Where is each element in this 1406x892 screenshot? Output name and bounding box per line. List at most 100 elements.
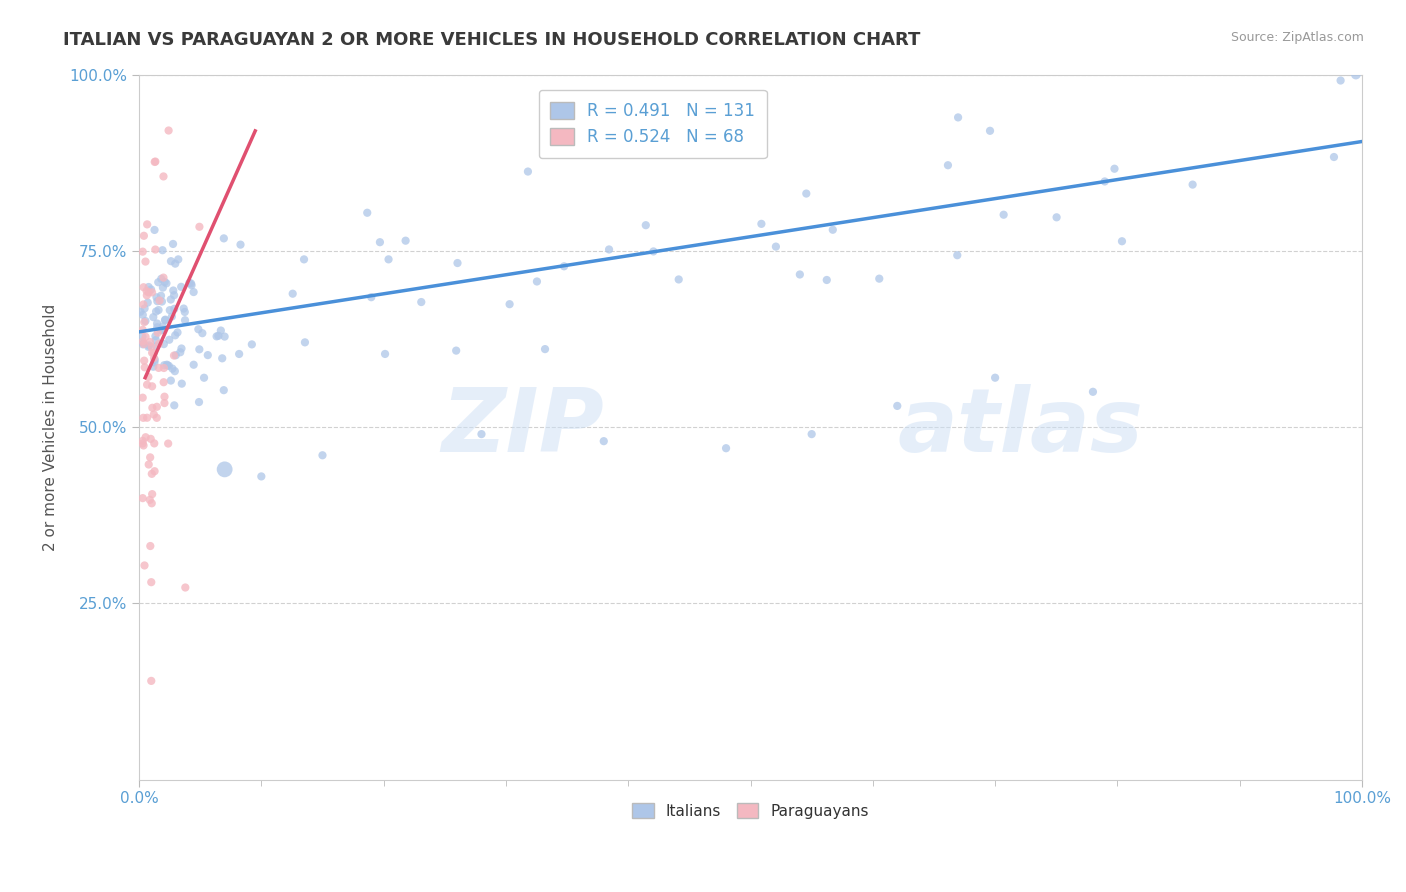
Point bbox=[212, 383, 235, 397]
Point bbox=[886, 399, 908, 413]
Point bbox=[160, 254, 183, 268]
Text: atlas: atlas bbox=[897, 384, 1143, 471]
Point bbox=[1081, 384, 1104, 399]
Point bbox=[157, 333, 180, 347]
Point bbox=[135, 430, 157, 444]
Point bbox=[170, 376, 193, 391]
Point bbox=[281, 286, 304, 301]
Point bbox=[141, 345, 163, 359]
Point bbox=[1045, 211, 1067, 225]
Point bbox=[800, 427, 823, 442]
Point bbox=[145, 290, 167, 304]
Point bbox=[131, 323, 153, 337]
Point bbox=[153, 361, 176, 376]
Point bbox=[131, 391, 153, 405]
Point bbox=[1323, 150, 1346, 164]
Point bbox=[377, 252, 399, 267]
Point bbox=[173, 305, 195, 319]
Point bbox=[159, 303, 181, 318]
Point bbox=[143, 352, 166, 367]
Point bbox=[135, 284, 157, 298]
Point bbox=[141, 379, 163, 393]
Point bbox=[139, 539, 162, 553]
Point bbox=[211, 351, 233, 366]
Point bbox=[163, 288, 186, 302]
Point bbox=[1344, 68, 1367, 82]
Point bbox=[160, 310, 183, 324]
Point bbox=[152, 244, 174, 258]
Point bbox=[815, 273, 838, 287]
Point bbox=[214, 462, 236, 476]
Point bbox=[360, 290, 382, 304]
Point bbox=[143, 355, 166, 369]
Point bbox=[136, 377, 159, 392]
Point bbox=[155, 312, 177, 326]
Point bbox=[250, 469, 273, 483]
Point bbox=[132, 337, 155, 351]
Point bbox=[148, 303, 170, 318]
Point bbox=[142, 359, 165, 374]
Point bbox=[516, 164, 538, 178]
Text: ZIP: ZIP bbox=[441, 384, 603, 471]
Point bbox=[141, 487, 163, 501]
Point bbox=[166, 326, 188, 340]
Y-axis label: 2 or more Vehicles in Household: 2 or more Vehicles in Household bbox=[44, 303, 58, 550]
Point bbox=[155, 277, 177, 291]
Point bbox=[936, 158, 959, 172]
Legend: Italians, Paraguayans: Italians, Paraguayans bbox=[626, 797, 875, 825]
Point bbox=[598, 243, 620, 257]
Point bbox=[214, 329, 236, 343]
Point bbox=[152, 375, 174, 389]
Point bbox=[146, 320, 169, 334]
Point bbox=[139, 432, 162, 446]
Point bbox=[143, 436, 166, 450]
Point bbox=[141, 285, 163, 300]
Point bbox=[134, 360, 156, 375]
Point bbox=[150, 272, 173, 286]
Point bbox=[751, 217, 773, 231]
Point bbox=[131, 244, 153, 259]
Point bbox=[162, 361, 184, 376]
Point bbox=[136, 218, 159, 232]
Point bbox=[131, 434, 153, 448]
Point bbox=[146, 317, 169, 331]
Point bbox=[1094, 174, 1116, 188]
Point bbox=[150, 294, 173, 309]
Point bbox=[132, 337, 155, 351]
Point bbox=[138, 340, 160, 354]
Point bbox=[143, 223, 166, 237]
Point bbox=[145, 339, 167, 353]
Point bbox=[205, 329, 228, 343]
Point bbox=[162, 284, 184, 298]
Point bbox=[159, 293, 181, 307]
Point bbox=[163, 301, 186, 316]
Point bbox=[135, 330, 157, 344]
Point bbox=[212, 231, 235, 245]
Point bbox=[634, 218, 657, 232]
Point bbox=[139, 450, 162, 465]
Point bbox=[136, 410, 159, 425]
Point bbox=[592, 434, 614, 449]
Point bbox=[498, 297, 520, 311]
Point bbox=[153, 390, 176, 404]
Point bbox=[141, 467, 163, 481]
Point bbox=[157, 436, 180, 450]
Point bbox=[156, 358, 179, 372]
Point bbox=[142, 310, 165, 325]
Point bbox=[165, 328, 187, 343]
Point bbox=[356, 206, 378, 220]
Point bbox=[153, 337, 176, 351]
Point bbox=[197, 348, 219, 362]
Point bbox=[174, 313, 197, 327]
Point bbox=[157, 359, 180, 373]
Point bbox=[152, 319, 174, 334]
Point bbox=[794, 186, 817, 201]
Point bbox=[129, 304, 152, 318]
Point bbox=[240, 337, 263, 351]
Point bbox=[153, 275, 176, 289]
Point bbox=[174, 581, 197, 595]
Point bbox=[141, 496, 163, 510]
Point bbox=[163, 349, 186, 363]
Point bbox=[135, 288, 157, 302]
Point bbox=[145, 304, 167, 318]
